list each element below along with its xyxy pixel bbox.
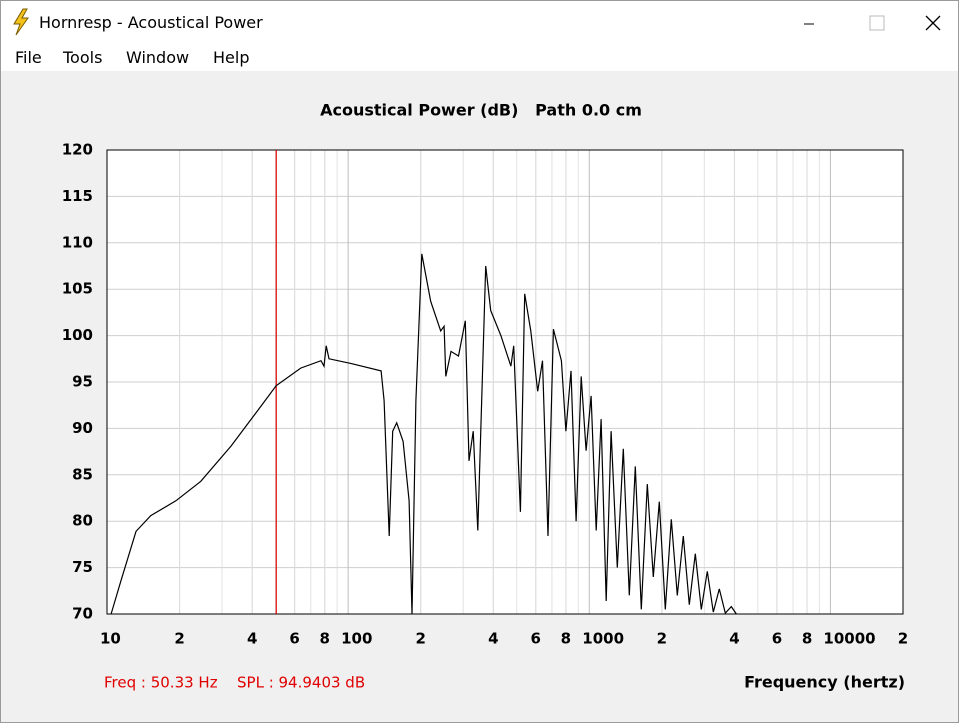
x-tick-label: 4	[247, 630, 257, 648]
chart-title: Acoustical Power (dB) Path 0.0 cm	[320, 101, 642, 120]
y-tick-label: 85	[72, 465, 93, 483]
y-tick-label: 75	[72, 558, 93, 576]
close-button[interactable]	[925, 15, 941, 31]
x-tick-label: 6	[531, 630, 541, 648]
x-tick-label: 6	[289, 630, 299, 648]
y-tick-label: 100	[62, 326, 93, 344]
window-controls	[804, 15, 941, 31]
x-tick-label: 4	[488, 630, 498, 648]
maximize-button[interactable]	[869, 15, 885, 31]
x-tick-label: 10	[100, 630, 121, 648]
window-title: Hornresp - Acoustical Power	[39, 13, 263, 32]
x-tick-label: 2	[898, 630, 908, 648]
x-tick-label: 8	[802, 630, 812, 648]
y-tick-label: 110	[62, 233, 93, 251]
menu-item[interactable]: Tools	[63, 48, 103, 67]
y-tick-label: 90	[72, 419, 93, 437]
x-tick-label: 2	[174, 630, 184, 648]
chart: Acoustical Power (dB) Path 0.0 cm Freque…	[62, 101, 909, 692]
x-tick-label: 8	[320, 630, 330, 648]
status-text: Freq : 50.33 Hz	[104, 674, 218, 692]
title-bar: Hornresp - Acoustical Power	[1, 1, 958, 41]
x-tick-label: 4	[729, 630, 739, 648]
menu-item[interactable]: Help	[213, 48, 250, 67]
y-tick-label: 80	[72, 512, 93, 530]
y-tick-label: 120	[62, 141, 93, 159]
y-tick-label: 115	[62, 187, 93, 205]
menu-item[interactable]: Window	[126, 48, 190, 67]
plot-frame	[106, 149, 904, 615]
y-tick-label: 105	[62, 280, 93, 298]
y-tick-label: 95	[72, 373, 93, 391]
menu-item[interactable]: File	[15, 48, 42, 67]
x-tick-label: 1000	[582, 630, 624, 648]
y-tick-label: 70	[72, 605, 93, 623]
x-tick-label: 100	[341, 630, 372, 648]
series-line	[110, 253, 737, 615]
x-axis-label: Frequency (hertz)	[744, 673, 905, 692]
menu-bar: File Tools Window Help	[1, 41, 958, 71]
app-icon	[13, 8, 29, 36]
x-tick-label: 2	[657, 630, 667, 648]
status-text: SPL : 94.9403 dB	[237, 674, 365, 692]
x-tick-label: 8	[561, 630, 571, 648]
x-tick-label: 2	[416, 630, 426, 648]
x-tick-label: 6	[772, 630, 782, 648]
x-tick-label: 10000	[823, 630, 875, 648]
